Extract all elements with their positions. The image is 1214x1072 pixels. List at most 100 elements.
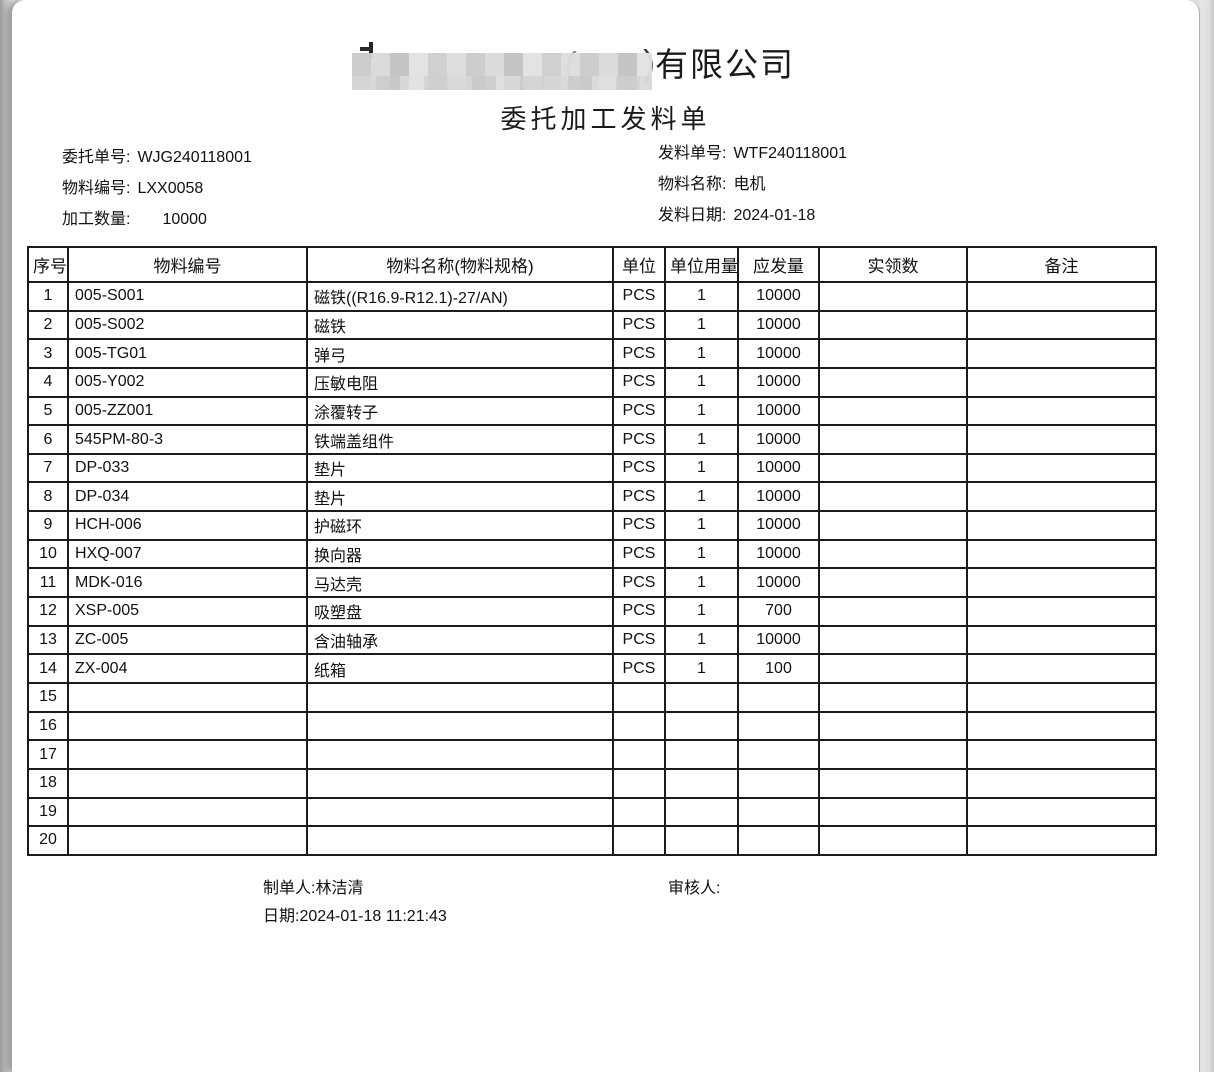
cell-qty-received	[818, 825, 968, 856]
cell-seq-no: 9	[27, 510, 69, 541]
cell-qty-to-issue: 10000	[737, 309, 820, 341]
cell-qty-received	[818, 366, 968, 398]
cell-material-code: ZC-005	[67, 624, 308, 656]
table-row: 12 XSP-005 吸塑盘 PCS 1 700	[27, 596, 1157, 627]
cell-seq-no: 20	[27, 825, 69, 856]
cell-qty-received	[818, 681, 968, 713]
table-row: 15	[27, 681, 1157, 713]
cell-material-code	[67, 825, 308, 856]
processing-qty: 加工数量: 10000	[62, 204, 252, 235]
cell-qty-received	[818, 710, 968, 742]
cell-material-code: XSP-005	[67, 596, 308, 627]
cell-remarks	[966, 739, 1157, 770]
cell-unit-usage: 1	[664, 481, 739, 513]
cell-material-name-spec: 垫片	[306, 481, 614, 513]
cell-unit-usage	[664, 767, 739, 799]
cell-unit: PCS	[612, 424, 666, 455]
col-unit-usage: 单位用量	[664, 246, 739, 283]
table-row: 17	[27, 739, 1157, 770]
cell-material-code: ZX-004	[67, 653, 308, 684]
cell-material-code	[67, 710, 308, 742]
cell-seq-no: 13	[27, 624, 69, 656]
col-unit: 单位	[612, 246, 666, 283]
cell-unit-usage: 1	[664, 653, 739, 684]
cell-remarks	[966, 481, 1157, 513]
cell-remarks	[966, 825, 1157, 856]
cell-material-name-spec: 护磁环	[306, 510, 614, 541]
cell-qty-received	[818, 452, 968, 484]
cell-qty-received	[818, 596, 968, 627]
cell-unit-usage	[664, 825, 739, 856]
cell-material-name-spec: 吸塑盘	[306, 596, 614, 627]
material-code: 物料编号: LXX0058	[62, 173, 252, 204]
cell-qty-to-issue: 10000	[737, 338, 820, 369]
cell-unit: PCS	[612, 596, 666, 627]
cell-unit-usage: 1	[664, 366, 739, 398]
cell-remarks	[966, 624, 1157, 656]
cell-material-name-spec: 磁铁	[306, 309, 614, 341]
company-name-suffix: 有限公司	[655, 46, 795, 83]
cell-material-code	[67, 796, 308, 828]
issue-order-no: 发料单号: WTF240118001	[658, 138, 847, 169]
cell-qty-to-issue: 10000	[737, 510, 820, 541]
cell-qty-received	[818, 538, 968, 570]
table-row: 14 ZX-004 纸箱 PCS 1 100	[27, 653, 1157, 684]
cell-remarks	[966, 596, 1157, 627]
table-row: 20	[27, 825, 1157, 856]
cell-unit	[612, 825, 666, 856]
cell-remarks	[966, 281, 1157, 312]
cell-seq-no: 6	[27, 424, 69, 455]
cell-material-code: 005-ZZ001	[67, 395, 308, 427]
cell-seq-no: 1	[27, 281, 69, 312]
cell-material-code	[67, 739, 308, 770]
cell-remarks	[966, 395, 1157, 427]
cell-qty-to-issue	[737, 681, 820, 713]
cell-remarks	[966, 510, 1157, 541]
cell-material-name-spec: 压敏电阻	[306, 366, 614, 398]
cell-seq-no: 7	[27, 452, 69, 484]
cell-seq-no: 18	[27, 767, 69, 799]
material-name-value: 电机	[733, 176, 766, 193]
cell-unit	[612, 796, 666, 828]
cell-seq-no: 10	[27, 538, 69, 570]
table-row: 9 HCH-006 护磁环 PCS 1 10000	[27, 510, 1157, 541]
cell-material-code: DP-033	[67, 452, 308, 484]
cell-qty-to-issue: 700	[737, 596, 820, 627]
reviewer-line: 审核人:	[668, 880, 721, 897]
col-material-name-spec: 物料名称(物料规格)	[306, 246, 614, 283]
cell-material-name-spec: 含油轴承	[306, 624, 614, 656]
cell-qty-to-issue: 10000	[737, 366, 820, 398]
issue-date: 发料日期: 2024-01-18	[658, 200, 847, 231]
cell-unit: PCS	[612, 338, 666, 369]
redacted-char-fragment	[360, 42, 378, 60]
table-row: 6 545PM-80-3 铁端盖组件 PCS 1 10000	[27, 424, 1157, 455]
materials-table-header: 序号 物料编号 物料名称(物料规格) 单位 单位用量 应发量 实领数 备注	[27, 246, 1157, 283]
cell-material-name-spec: 马达壳	[306, 567, 614, 599]
cell-material-name-spec	[306, 710, 614, 742]
date-line: 日期:2024-01-18 11:21:43	[263, 908, 447, 925]
cell-unit: PCS	[612, 624, 666, 656]
cell-material-name-spec: 弹弓	[306, 338, 614, 369]
cell-qty-to-issue: 10000	[737, 395, 820, 427]
cell-unit: PCS	[612, 538, 666, 570]
cell-unit-usage: 1	[664, 510, 739, 541]
cell-qty-received	[818, 653, 968, 684]
materials-table: 序号 物料编号 物料名称(物料规格) 单位 单位用量 应发量 实领数 备注 1 …	[27, 246, 1157, 856]
cell-unit: PCS	[612, 481, 666, 513]
cell-material-code: 005-S001	[67, 281, 308, 312]
cell-qty-to-issue	[737, 767, 820, 799]
cell-seq-no: 16	[27, 710, 69, 742]
viewer-left-gutter	[0, 0, 12, 1072]
issue-order-no-value: WTF240118001	[733, 145, 847, 162]
cell-remarks	[966, 653, 1157, 684]
table-row: 2 005-S002 磁铁 PCS 1 10000	[27, 309, 1157, 341]
material-name-label: 物料名称:	[658, 176, 727, 193]
cell-material-code: 005-Y002	[67, 366, 308, 398]
cell-unit-usage: 1	[664, 567, 739, 599]
cell-unit	[612, 710, 666, 742]
company-name-row: ( ) 有限公司	[12, 0, 1199, 100]
cell-qty-received	[818, 624, 968, 656]
table-row: 3 005-TG01 弹弓 PCS 1 10000	[27, 338, 1157, 369]
cell-qty-to-issue: 10000	[737, 567, 820, 599]
table-row: 18	[27, 767, 1157, 799]
